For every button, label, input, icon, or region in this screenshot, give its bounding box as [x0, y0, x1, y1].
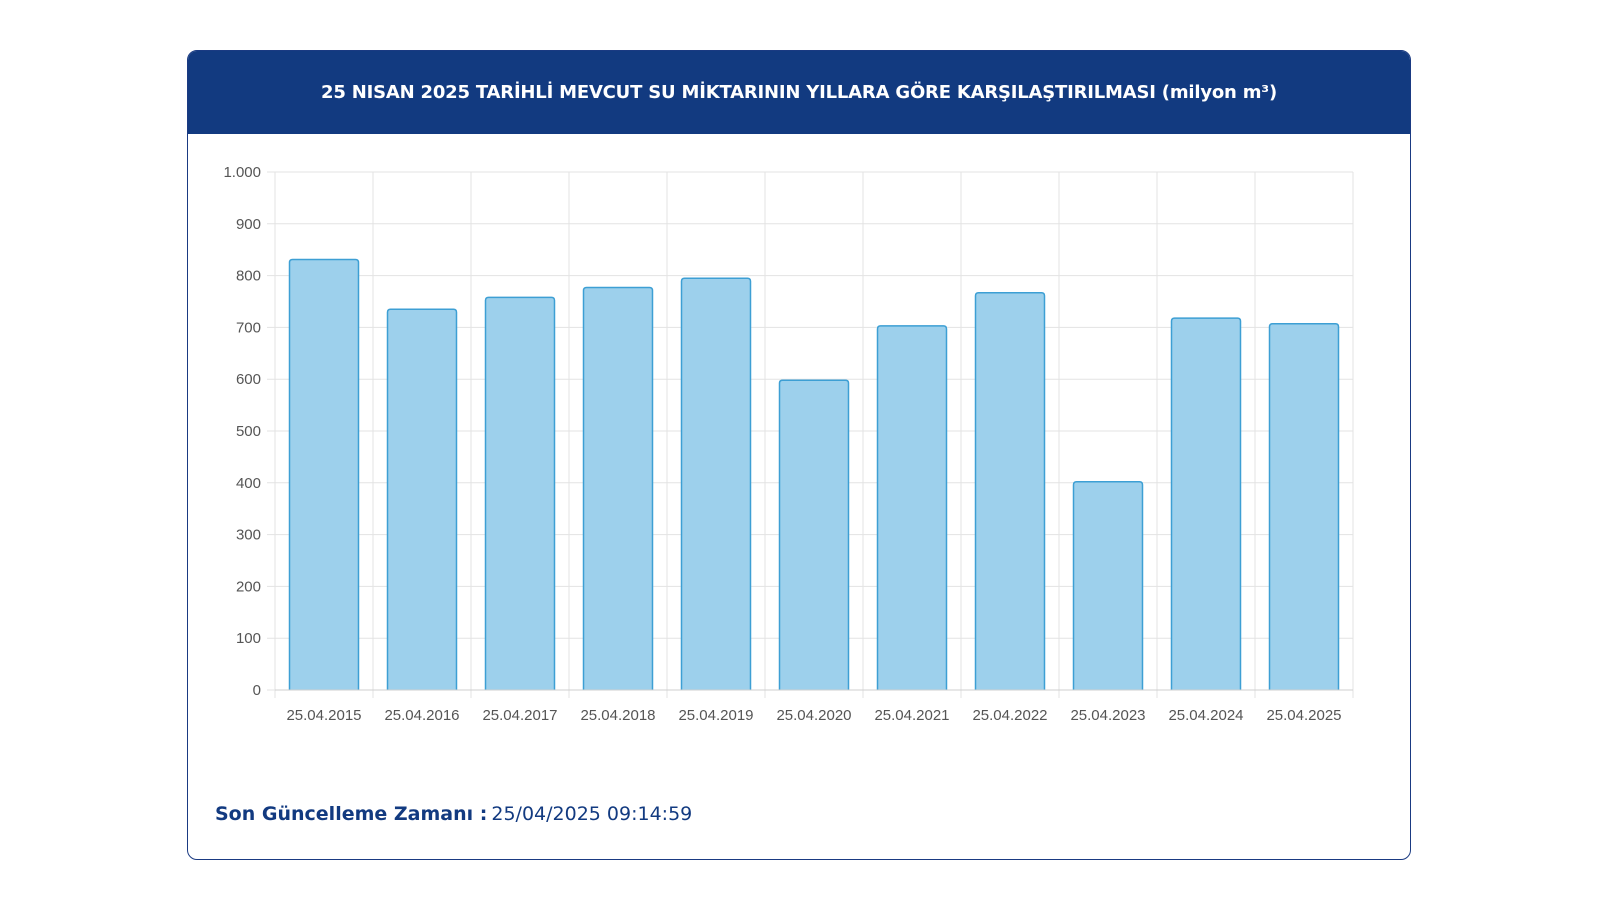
bar	[680, 277, 752, 690]
x-tick-label: 25.04.2015	[286, 707, 361, 724]
y-tick-label: 0	[253, 682, 261, 699]
y-tick-label: 300	[236, 527, 261, 544]
bar	[1170, 317, 1242, 690]
chart-title: 25 NISAN 2025 TARİHLİ MEVCUT SU MİKTARIN…	[321, 82, 1277, 103]
y-tick-label: 900	[236, 216, 261, 233]
x-tick-label: 25.04.2020	[776, 707, 851, 724]
x-tick-label: 25.04.2023	[1070, 707, 1145, 724]
bar	[1268, 323, 1340, 690]
y-tick-label: 700	[236, 319, 261, 336]
bar	[484, 296, 556, 690]
y-tick-label: 1.000	[223, 164, 261, 181]
y-tick-label: 500	[236, 423, 261, 440]
bar	[876, 325, 948, 690]
last-update-value: 25/04/2025 09:14:59	[491, 803, 693, 825]
x-tick-label: 25.04.2021	[874, 707, 949, 724]
x-tick-label: 25.04.2022	[972, 707, 1047, 724]
last-update: Son Güncelleme Zamanı :25/04/2025 09:14:…	[215, 803, 692, 825]
x-tick-label: 25.04.2025	[1266, 707, 1341, 724]
y-tick-label: 600	[236, 371, 261, 388]
bar	[288, 258, 360, 690]
bar	[778, 379, 850, 690]
labels-layer: 0 100 200 300 400 500 600 700 800 900 1.000 25.04.2…	[223, 164, 1341, 724]
card-header: 25 NISAN 2025 TARİHLİ MEVCUT SU MİKTARIN…	[188, 51, 1410, 134]
chart-card: 25 NISAN 2025 TARİHLİ MEVCUT SU MİKTARIN…	[187, 50, 1411, 860]
x-tick-label: 25.04.2024	[1168, 707, 1243, 724]
bar	[386, 308, 458, 690]
bar-chart: 0 100 200 300 400 500 600 700 800 900 1.000 25.04.2…	[223, 164, 1354, 724]
y-tick-label: 100	[236, 630, 261, 647]
y-tick-label: 800	[236, 268, 261, 285]
chart-area: 0 100 200 300 400 500 600 700 800 900 1.000 25.04.2…	[188, 134, 1409, 754]
bar	[1072, 481, 1144, 690]
x-tick-label: 25.04.2016	[384, 707, 459, 724]
y-tick-label: 400	[236, 475, 261, 492]
x-tick-label: 25.04.2017	[482, 707, 557, 724]
x-tick-label: 25.04.2019	[678, 707, 753, 724]
y-tick-label: 200	[236, 578, 261, 595]
bar	[974, 291, 1046, 690]
bar	[582, 286, 654, 690]
last-update-label: Son Güncelleme Zamanı :	[215, 803, 488, 825]
x-tick-label: 25.04.2018	[580, 707, 655, 724]
bars-layer	[288, 258, 1340, 690]
